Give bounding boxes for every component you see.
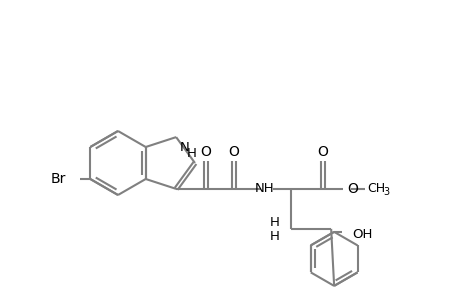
Text: O: O bbox=[317, 145, 328, 159]
Text: H: H bbox=[187, 147, 196, 160]
Text: H: H bbox=[269, 230, 279, 243]
Text: 3: 3 bbox=[382, 187, 388, 197]
Text: O: O bbox=[200, 145, 211, 159]
Text: Br: Br bbox=[51, 172, 66, 186]
Text: N: N bbox=[179, 141, 189, 154]
Text: NH: NH bbox=[254, 182, 274, 195]
Text: O: O bbox=[228, 145, 239, 159]
Text: O: O bbox=[347, 182, 357, 196]
Text: H: H bbox=[269, 216, 279, 230]
Text: CH: CH bbox=[366, 182, 385, 195]
Text: OH: OH bbox=[352, 228, 372, 242]
